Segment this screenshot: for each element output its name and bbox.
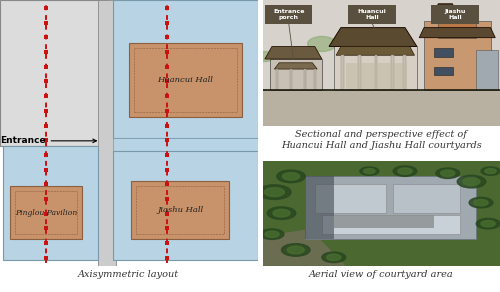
Bar: [393, 184, 460, 213]
Circle shape: [273, 209, 290, 217]
Circle shape: [440, 170, 455, 176]
Polygon shape: [434, 4, 457, 15]
Text: Pinglou Pavilion: Pinglou Pavilion: [15, 208, 78, 217]
Text: Entrance
porch: Entrance porch: [273, 9, 304, 20]
Text: Aerial view of courtyard area: Aerial view of courtyard area: [309, 270, 454, 279]
Bar: [16, 191, 77, 234]
FancyBboxPatch shape: [348, 5, 396, 24]
Circle shape: [481, 167, 500, 175]
Circle shape: [469, 197, 493, 208]
Circle shape: [265, 231, 279, 237]
Bar: [0, 0, 108, 146]
Polygon shape: [274, 63, 317, 69]
Bar: [346, 63, 408, 91]
Bar: [315, 184, 386, 213]
Circle shape: [282, 173, 300, 180]
Bar: [134, 48, 237, 112]
Bar: [114, 138, 258, 152]
Bar: [334, 215, 434, 228]
Bar: [114, 152, 258, 260]
FancyBboxPatch shape: [431, 5, 478, 24]
Circle shape: [474, 199, 488, 206]
Text: Jiashu
Hall: Jiashu Hall: [444, 9, 466, 20]
Bar: [322, 215, 460, 234]
Circle shape: [469, 46, 493, 59]
Circle shape: [326, 254, 341, 260]
Circle shape: [256, 51, 274, 62]
Circle shape: [436, 168, 460, 178]
Bar: [10, 186, 83, 239]
Bar: [114, 0, 258, 138]
Bar: [290, 69, 292, 91]
Text: Huancui
Hall: Huancui Hall: [358, 9, 386, 20]
Polygon shape: [336, 46, 414, 55]
Text: Jiashu Hall: Jiashu Hall: [157, 206, 204, 214]
Circle shape: [277, 170, 305, 183]
Bar: [476, 50, 498, 91]
Bar: [438, 15, 476, 38]
Circle shape: [308, 36, 336, 51]
Bar: [305, 176, 334, 239]
Circle shape: [282, 244, 310, 256]
FancyBboxPatch shape: [265, 5, 312, 24]
Bar: [2, 146, 98, 260]
Bar: [334, 46, 417, 91]
Bar: [391, 55, 394, 91]
Circle shape: [287, 246, 304, 254]
Bar: [358, 55, 361, 91]
Bar: [132, 181, 229, 239]
Bar: [374, 55, 378, 91]
Text: Axisymmetric layout: Axisymmetric layout: [78, 270, 180, 279]
Circle shape: [364, 168, 375, 174]
Text: Entrance: Entrance: [0, 136, 96, 145]
Bar: [314, 69, 316, 91]
Circle shape: [485, 168, 496, 174]
Circle shape: [398, 168, 412, 174]
Circle shape: [360, 167, 379, 175]
Text: Huancui Hall: Huancui Hall: [158, 76, 214, 84]
Bar: [276, 69, 278, 91]
Polygon shape: [419, 28, 495, 38]
Circle shape: [258, 185, 291, 199]
Circle shape: [264, 188, 284, 197]
Polygon shape: [262, 229, 345, 266]
Bar: [270, 59, 322, 91]
Circle shape: [393, 166, 417, 176]
Bar: [434, 48, 452, 57]
Bar: [305, 176, 476, 239]
Bar: [304, 69, 306, 91]
Bar: [98, 0, 116, 266]
Bar: [434, 67, 452, 75]
Circle shape: [457, 175, 486, 188]
Bar: [262, 91, 500, 126]
Circle shape: [322, 252, 345, 263]
Bar: [403, 55, 406, 91]
Bar: [342, 55, 344, 91]
Bar: [136, 186, 224, 234]
Circle shape: [476, 218, 500, 229]
Text: Sectional and perspective effect of
Huancui Hall and Jiashu Hall courtyards: Sectional and perspective effect of Huan…: [281, 130, 481, 150]
Polygon shape: [329, 28, 417, 46]
Circle shape: [481, 220, 495, 227]
Circle shape: [267, 207, 296, 220]
Bar: [129, 43, 242, 117]
Circle shape: [260, 229, 284, 239]
Bar: [424, 21, 490, 91]
Circle shape: [463, 178, 480, 185]
Polygon shape: [265, 46, 322, 59]
